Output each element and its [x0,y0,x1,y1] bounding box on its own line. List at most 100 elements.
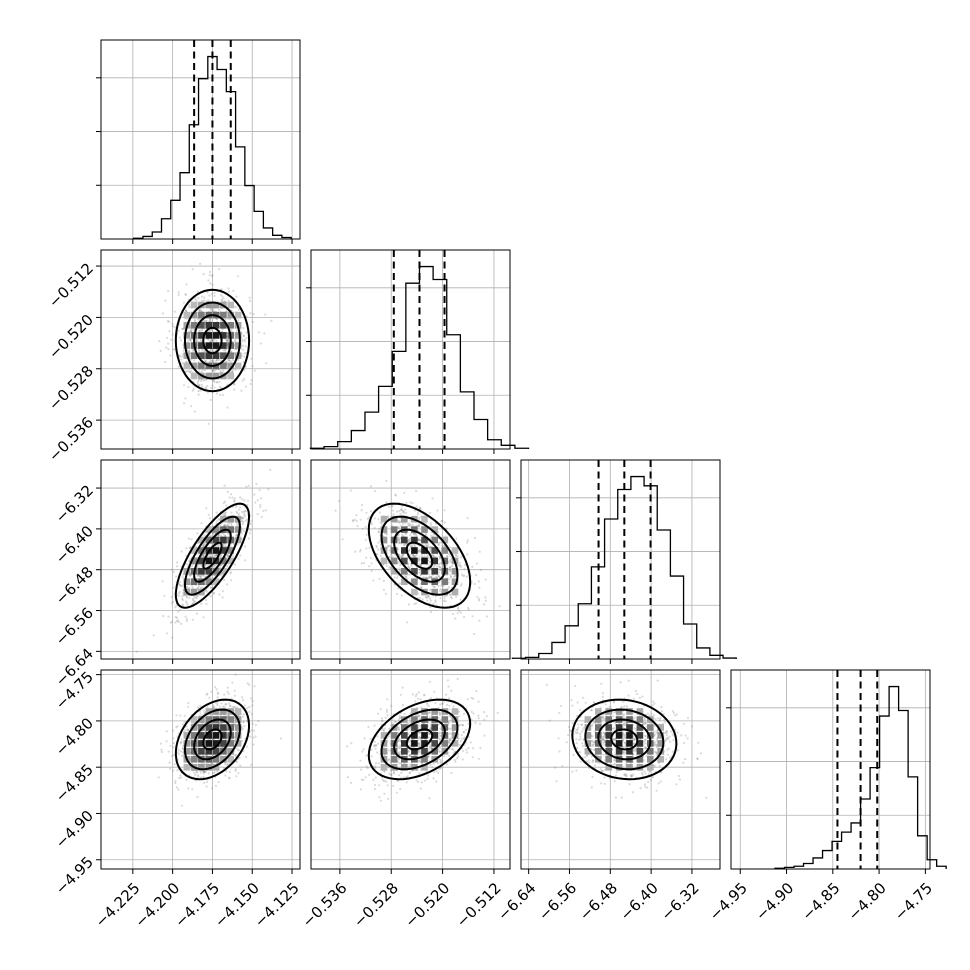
scatter-point [400,594,403,597]
scatter-point [212,339,215,342]
scatter-point [388,505,391,508]
scatter-point [231,705,234,709]
density-cell [234,362,242,370]
scatter-point [428,546,431,550]
scatter-point [226,490,229,493]
scatter-point [279,737,282,740]
scatter-point [224,545,227,548]
scatter-point [203,299,206,302]
scatter-point [341,538,344,541]
scatter-point [170,595,173,599]
scatter-point [402,554,405,557]
density-cell [421,732,428,739]
scatter-point [169,767,172,770]
scatter-point [225,339,228,342]
scatter-point [222,705,225,708]
scatter-point [449,576,452,579]
scatter-point [182,349,185,352]
scatter-point [199,576,202,579]
scatter-point [241,728,245,731]
density-cell [212,301,220,309]
scatter-point [209,339,212,342]
scatter-point [408,548,411,551]
scatter-point [176,769,179,772]
scatter-point [463,563,467,567]
scatter-point [467,606,470,610]
density-cell [190,547,198,554]
scatter-point [187,537,191,540]
scatter-point [202,709,205,712]
scatter-point [364,525,367,529]
scatter-point [226,686,229,689]
scatter-point [224,524,227,527]
scatter-point [171,636,174,639]
scatter-point [182,384,186,387]
scatter-point [180,741,183,744]
scatter-point [203,350,206,353]
scatter-point [160,750,163,754]
scatter-point [214,784,217,787]
scatter-point [197,393,200,396]
scatter-point [185,283,188,286]
scatter-point [475,573,478,577]
scatter-point [176,561,179,564]
density-cell [205,322,213,329]
scatter-point [213,771,216,774]
scatter-point [215,381,218,384]
scatter-point [249,299,252,303]
scatter-point [478,619,481,622]
scatter-point [244,385,248,388]
scatter-point [243,514,246,517]
scatter-point [262,509,265,512]
scatter-point [380,717,383,720]
scatter-point [464,728,467,732]
scatter-point [377,712,380,715]
scatter-point [449,595,453,599]
scatter-point [242,326,245,330]
scatter-point [459,598,462,601]
scatter-point [210,293,213,296]
scatter-point [181,597,184,600]
scatter-point [244,509,247,512]
scatter-point [199,329,202,332]
scatter-point [394,494,398,497]
scatter-point [379,799,382,802]
scatter-point [233,305,236,308]
scatter-point [466,553,469,556]
scatter-point [251,320,254,324]
scatter-point [408,754,411,757]
scatter-point [162,614,165,618]
scatter-point [458,564,461,567]
scatter-point [379,708,382,711]
scatter-point [219,564,222,567]
scatter-point [391,555,394,558]
scatter-point [219,370,222,373]
scatter-point [484,596,487,599]
scatter-point [194,596,197,599]
scatter-point [237,512,241,516]
scatter-point [419,569,422,572]
scatter-point [208,517,212,520]
density-cell [421,557,428,565]
scatter-point [477,757,480,761]
scatter-point [401,703,405,707]
scatter-point [474,721,477,725]
scatter-point [202,553,205,556]
scatter-point [250,520,253,523]
scatter-point [195,338,198,341]
scatter-point [200,370,203,373]
scatter-point [471,565,474,569]
scatter-point [439,734,442,737]
scatter-point [242,721,245,724]
scatter-point [167,615,170,618]
scatter-point [185,554,188,557]
scatter-point [263,332,266,335]
density-cell [205,740,213,747]
scatter-point [475,562,479,565]
scatter-point [179,750,182,753]
scatter-point [360,562,363,565]
scatter-point [250,713,253,716]
scatter-point [394,720,397,723]
scatter-point [222,297,225,300]
scatter-point [186,603,189,606]
